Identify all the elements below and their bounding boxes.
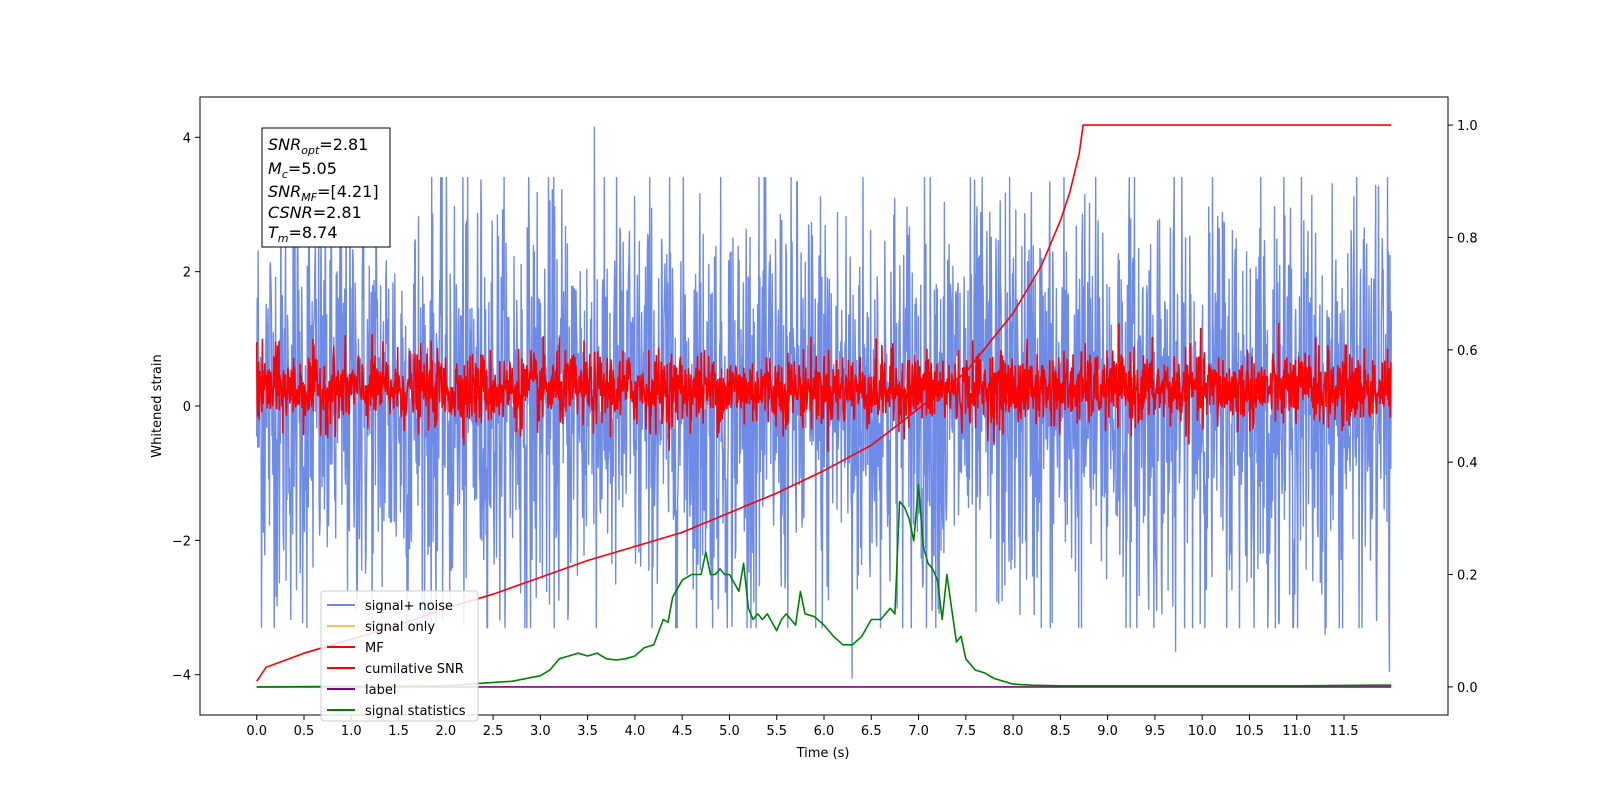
x-tick-label: 1.0 bbox=[341, 724, 362, 739]
legend-item-mf: MF bbox=[327, 641, 384, 656]
annotation-line-mc: Mc=5.05 bbox=[268, 159, 337, 181]
x-tick-label: 5.5 bbox=[766, 724, 787, 739]
legend-frame bbox=[320, 590, 479, 722]
x-tick-label: 9.5 bbox=[1145, 724, 1166, 739]
x-tick-label: 6.0 bbox=[814, 724, 835, 739]
y-tick-label: 4 bbox=[183, 131, 191, 146]
x-tick-label: 3.0 bbox=[530, 724, 551, 739]
x-tick-label: 5.0 bbox=[719, 724, 740, 739]
x-tick-label: 3.5 bbox=[577, 724, 598, 739]
legend-label-cumilative-snr: cumilative SNR bbox=[365, 662, 464, 677]
y2-tick-label: 0.2 bbox=[1457, 569, 1478, 584]
x-tick-label: 9.0 bbox=[1097, 724, 1118, 739]
y-tick-label: 0 bbox=[183, 400, 191, 415]
series-line-signal-statistics bbox=[256, 483, 1392, 688]
legend-item-signal-statistics: signal statistics bbox=[327, 704, 466, 719]
x-tick-label: 6.5 bbox=[861, 724, 882, 739]
legend-item-cumilative-snr: cumilative SNR bbox=[327, 662, 464, 677]
x-tick-label: 4.5 bbox=[672, 724, 693, 739]
x-tick-label: 10.5 bbox=[1235, 724, 1264, 739]
y-tick-label: −2 bbox=[172, 534, 191, 549]
legend-label-signal-statistics: signal statistics bbox=[365, 704, 466, 719]
x-tick-label: 0.0 bbox=[246, 724, 267, 739]
x-tick-label: 8.5 bbox=[1050, 724, 1071, 739]
x-tick-label: 0.5 bbox=[294, 724, 315, 739]
legend-label-mf: MF bbox=[365, 641, 384, 656]
x-tick-label: 7.0 bbox=[908, 724, 929, 739]
x-tick-label: 10.0 bbox=[1188, 724, 1217, 739]
x-tick-label: 4.0 bbox=[625, 724, 646, 739]
x-tick-label: 1.5 bbox=[388, 724, 409, 739]
legend-item-signal-noise: signal+ noise bbox=[327, 599, 453, 614]
y-axis-label: Whitened strain bbox=[150, 354, 165, 457]
legend-item-signal-only: signal only bbox=[327, 620, 435, 635]
y2-tick-label: 1.0 bbox=[1457, 119, 1478, 134]
y-tick-label: 2 bbox=[183, 266, 191, 281]
x-tick-label: 7.5 bbox=[955, 724, 976, 739]
legend-label-label: label bbox=[365, 683, 396, 698]
x-axis-label: Time (s) bbox=[796, 746, 850, 761]
annotation-frame bbox=[261, 127, 391, 248]
x-tick-label: 2.0 bbox=[435, 724, 456, 739]
x-tick-label: 2.5 bbox=[483, 724, 504, 739]
x-tick-label: 8.0 bbox=[1003, 724, 1024, 739]
legend: signal+ noise signal only MF cumilative … bbox=[320, 590, 479, 722]
legend-label-signal-noise: signal+ noise bbox=[365, 599, 453, 614]
y2-tick-label: 0.0 bbox=[1457, 681, 1478, 696]
axes-layer: 0.0 0.5 1.0 1.5 2.0 2.5 3.0 3.5 4.0 4.5 5.0 5.5 6.0 6… bbox=[172, 119, 1478, 739]
y2-tick-label: 0.6 bbox=[1457, 344, 1478, 359]
x-tick-label: 11.0 bbox=[1282, 724, 1311, 739]
annotation-line-snr-opt: SNRopt=2.81 bbox=[268, 135, 368, 157]
series-line-mf bbox=[255, 322, 1392, 452]
x-tick-label: 11.5 bbox=[1330, 724, 1359, 739]
annotation-line-csnr: CSNR=2.81 bbox=[268, 203, 362, 222]
y-tick-label: −4 bbox=[172, 669, 191, 684]
annotation-line-snr-mf: SNRMF=[4.21] bbox=[268, 182, 379, 204]
annotation-box: SNRopt=2.81 Mc=5.05 SNRMF=[4.21] CSNR=2.… bbox=[261, 127, 391, 248]
legend-label-signal-only: signal only bbox=[365, 620, 435, 635]
legend-item-label: label bbox=[327, 683, 396, 698]
y2-tick-label: 0.4 bbox=[1457, 456, 1478, 471]
annotation-line-tm: Tm=8.74 bbox=[268, 223, 338, 245]
y2-tick-label: 0.8 bbox=[1457, 231, 1478, 246]
